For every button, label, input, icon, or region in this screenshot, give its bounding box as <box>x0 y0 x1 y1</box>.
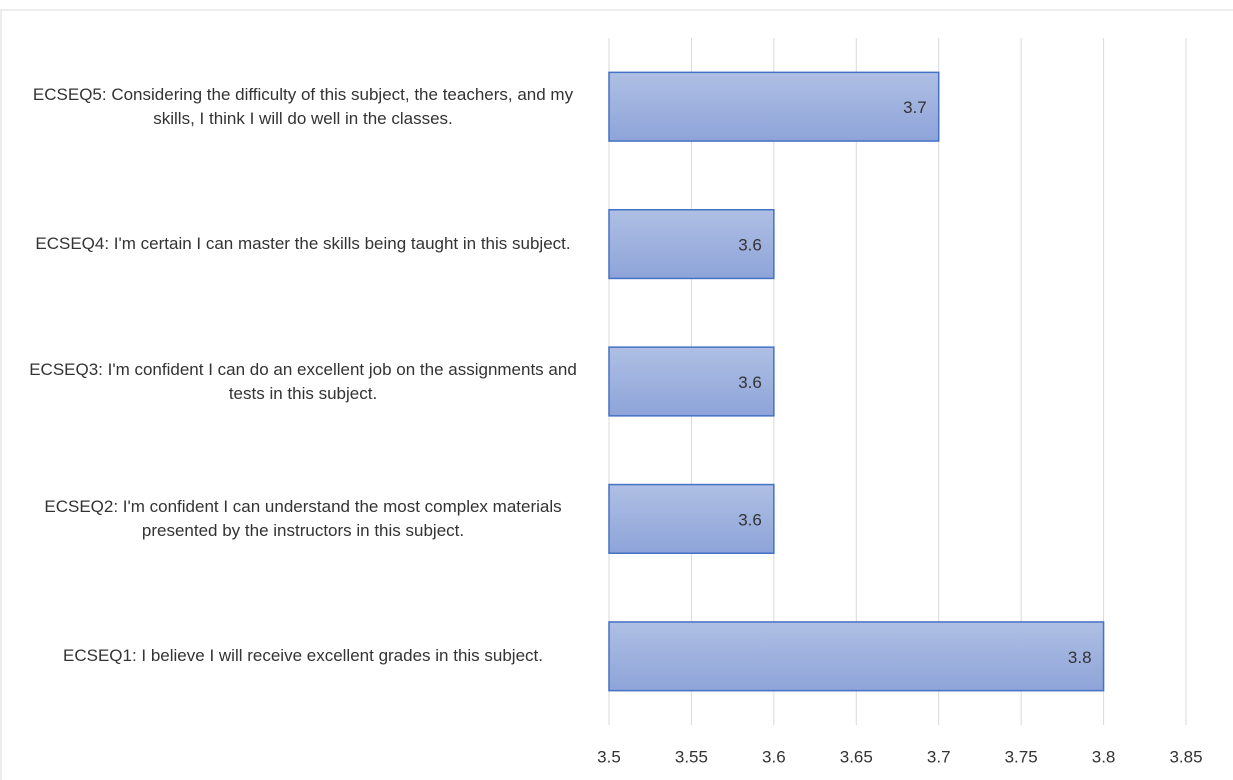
category-label: ECSEQ2: I'm confident I can understand t… <box>44 496 562 540</box>
x-tick-label: 3.7 <box>927 747 951 766</box>
data-label: 3.8 <box>1068 648 1092 667</box>
x-tick-label: 3.85 <box>1169 747 1202 766</box>
x-tick-label: 3.8 <box>1092 747 1116 766</box>
bar <box>608 483 775 554</box>
data-label: 3.7 <box>903 98 927 117</box>
bar <box>608 621 1105 692</box>
category-label: ECSEQ3: I'm confident I can do an excell… <box>29 359 577 403</box>
category-label: ECSEQ4: I'm certain I can master the ski… <box>35 234 571 254</box>
bar <box>608 209 775 280</box>
data-label: 3.6 <box>738 510 762 529</box>
category-label: ECSEQ5: Considering the difficulty of th… <box>32 84 574 128</box>
data-label: 3.6 <box>738 373 762 392</box>
category-label: ECSEQ1: I believe I will receive excelle… <box>62 646 543 666</box>
bar <box>608 71 940 142</box>
x-tick-label: 3.65 <box>840 747 873 766</box>
x-tick-label: 3.6 <box>762 747 786 766</box>
x-tick-label: 3.75 <box>1005 747 1038 766</box>
x-tick-label: 3.5 <box>597 747 621 766</box>
data-label: 3.6 <box>738 236 762 255</box>
x-tick-label: 3.55 <box>675 747 708 766</box>
bar <box>608 346 775 417</box>
chart-border <box>0 9 1233 780</box>
